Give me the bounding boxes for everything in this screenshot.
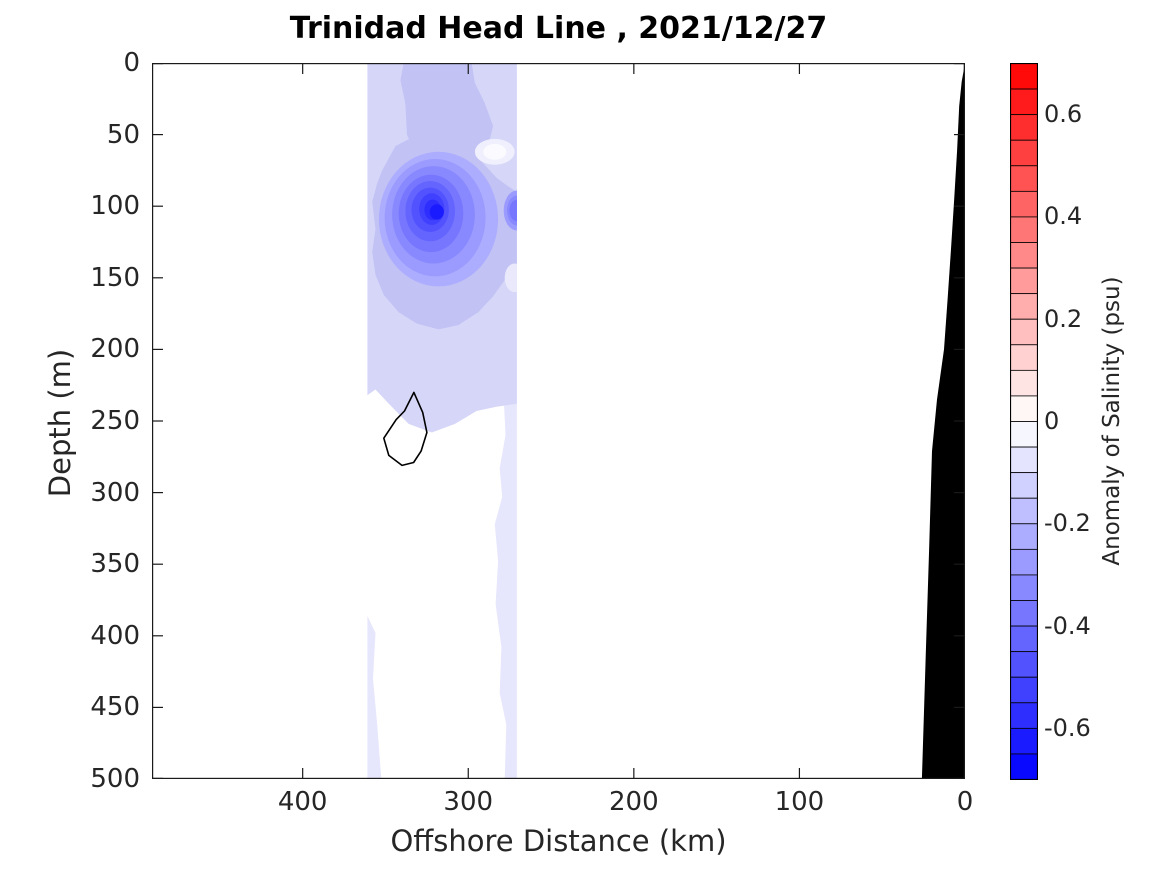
x-tick-label: 200 xyxy=(609,787,659,817)
x-tick-label: 0 xyxy=(956,787,974,817)
colorbar-segment xyxy=(1010,190,1038,218)
colorbar-label: Anomaly of Salinity (psu) xyxy=(1099,276,1125,566)
colorbar-tick-label: -0.4 xyxy=(1044,611,1091,640)
colorbar-segment xyxy=(1010,523,1038,550)
y-tick-label: 400 xyxy=(90,620,140,651)
colorbar-segment xyxy=(1010,625,1038,653)
colorbar-segment xyxy=(1010,267,1038,295)
x-tick-label: 100 xyxy=(774,787,825,817)
plot-frame xyxy=(152,63,965,779)
colorbar-segment xyxy=(1010,727,1038,755)
y-tick-label: 250 xyxy=(90,406,140,436)
colorbar-segment xyxy=(1010,139,1038,167)
edge-spot-core xyxy=(509,199,517,222)
y-tick-label: 200 xyxy=(90,334,140,365)
plot-area xyxy=(152,63,965,779)
colorbar-segment xyxy=(1010,88,1038,116)
y-tick-label: 350 xyxy=(90,549,140,580)
colorbar-segment xyxy=(1010,548,1038,576)
colorbar-segment xyxy=(1010,165,1038,192)
coast-bathymetry-mask xyxy=(921,63,965,779)
colorbar-segment xyxy=(1010,497,1038,525)
colorbar-segment xyxy=(1010,446,1038,474)
colorbar-segment xyxy=(1010,651,1038,678)
colorbar-segment xyxy=(1010,318,1038,346)
anomaly-band xyxy=(367,63,517,779)
colorbar xyxy=(1010,63,1038,780)
x-tick-label: 400 xyxy=(277,787,328,817)
colorbar-frame xyxy=(1010,63,1038,780)
y-tick-label: 300 xyxy=(90,477,140,508)
y-tick-label: 50 xyxy=(106,119,140,150)
colorbar-segment xyxy=(1010,293,1038,320)
colorbar-segment xyxy=(1010,753,1038,780)
colorbar-segment xyxy=(1010,676,1038,704)
light-patch-inner xyxy=(483,143,507,160)
contour-plot xyxy=(152,63,965,779)
ring--0.60 xyxy=(429,204,444,220)
colorbar-tick-label: -0.6 xyxy=(1044,713,1091,742)
colorbar-segment xyxy=(1010,242,1038,269)
colorbar-tick-label: -0.2 xyxy=(1044,509,1091,538)
colorbar-segment xyxy=(1010,600,1038,627)
x-tick-label: 300 xyxy=(443,787,494,817)
x-axis-label: Offshore Distance (km) xyxy=(390,824,727,858)
colorbar-segment xyxy=(1010,369,1038,397)
colorbar-segment xyxy=(1010,421,1038,448)
colorbar-segment xyxy=(1010,574,1038,601)
colorbar-segment xyxy=(1010,344,1038,371)
band-left-strip xyxy=(367,615,382,779)
colorbar-segment xyxy=(1010,63,1038,90)
y-tick-label: 100 xyxy=(90,191,140,222)
colorbar-tick-label: 0 xyxy=(1044,407,1060,435)
colorbar-segment xyxy=(1010,395,1038,422)
band-right-strip xyxy=(494,63,517,779)
y-tick-label: 0 xyxy=(123,48,140,78)
colorbar-tick-label: 0.2 xyxy=(1044,304,1083,333)
colorbar-segment xyxy=(1010,472,1038,499)
colorbar-segment xyxy=(1010,216,1038,243)
zero-contour-line xyxy=(383,391,428,467)
colorbar-tick-label: 0.4 xyxy=(1044,202,1083,231)
axis-ticks xyxy=(152,63,965,779)
y-tick-label: 450 xyxy=(90,692,140,723)
colorbar-segment xyxy=(1010,114,1038,141)
chart-title: Trinidad Head Line , 2021/12/27 xyxy=(289,11,828,46)
y-tick-label: 500 xyxy=(90,764,140,794)
colorbar-tick-label: 0.6 xyxy=(1044,100,1083,129)
y-tick-label: 150 xyxy=(90,262,140,293)
light-patch-low xyxy=(504,263,517,293)
colorbar-segment xyxy=(1010,702,1038,729)
